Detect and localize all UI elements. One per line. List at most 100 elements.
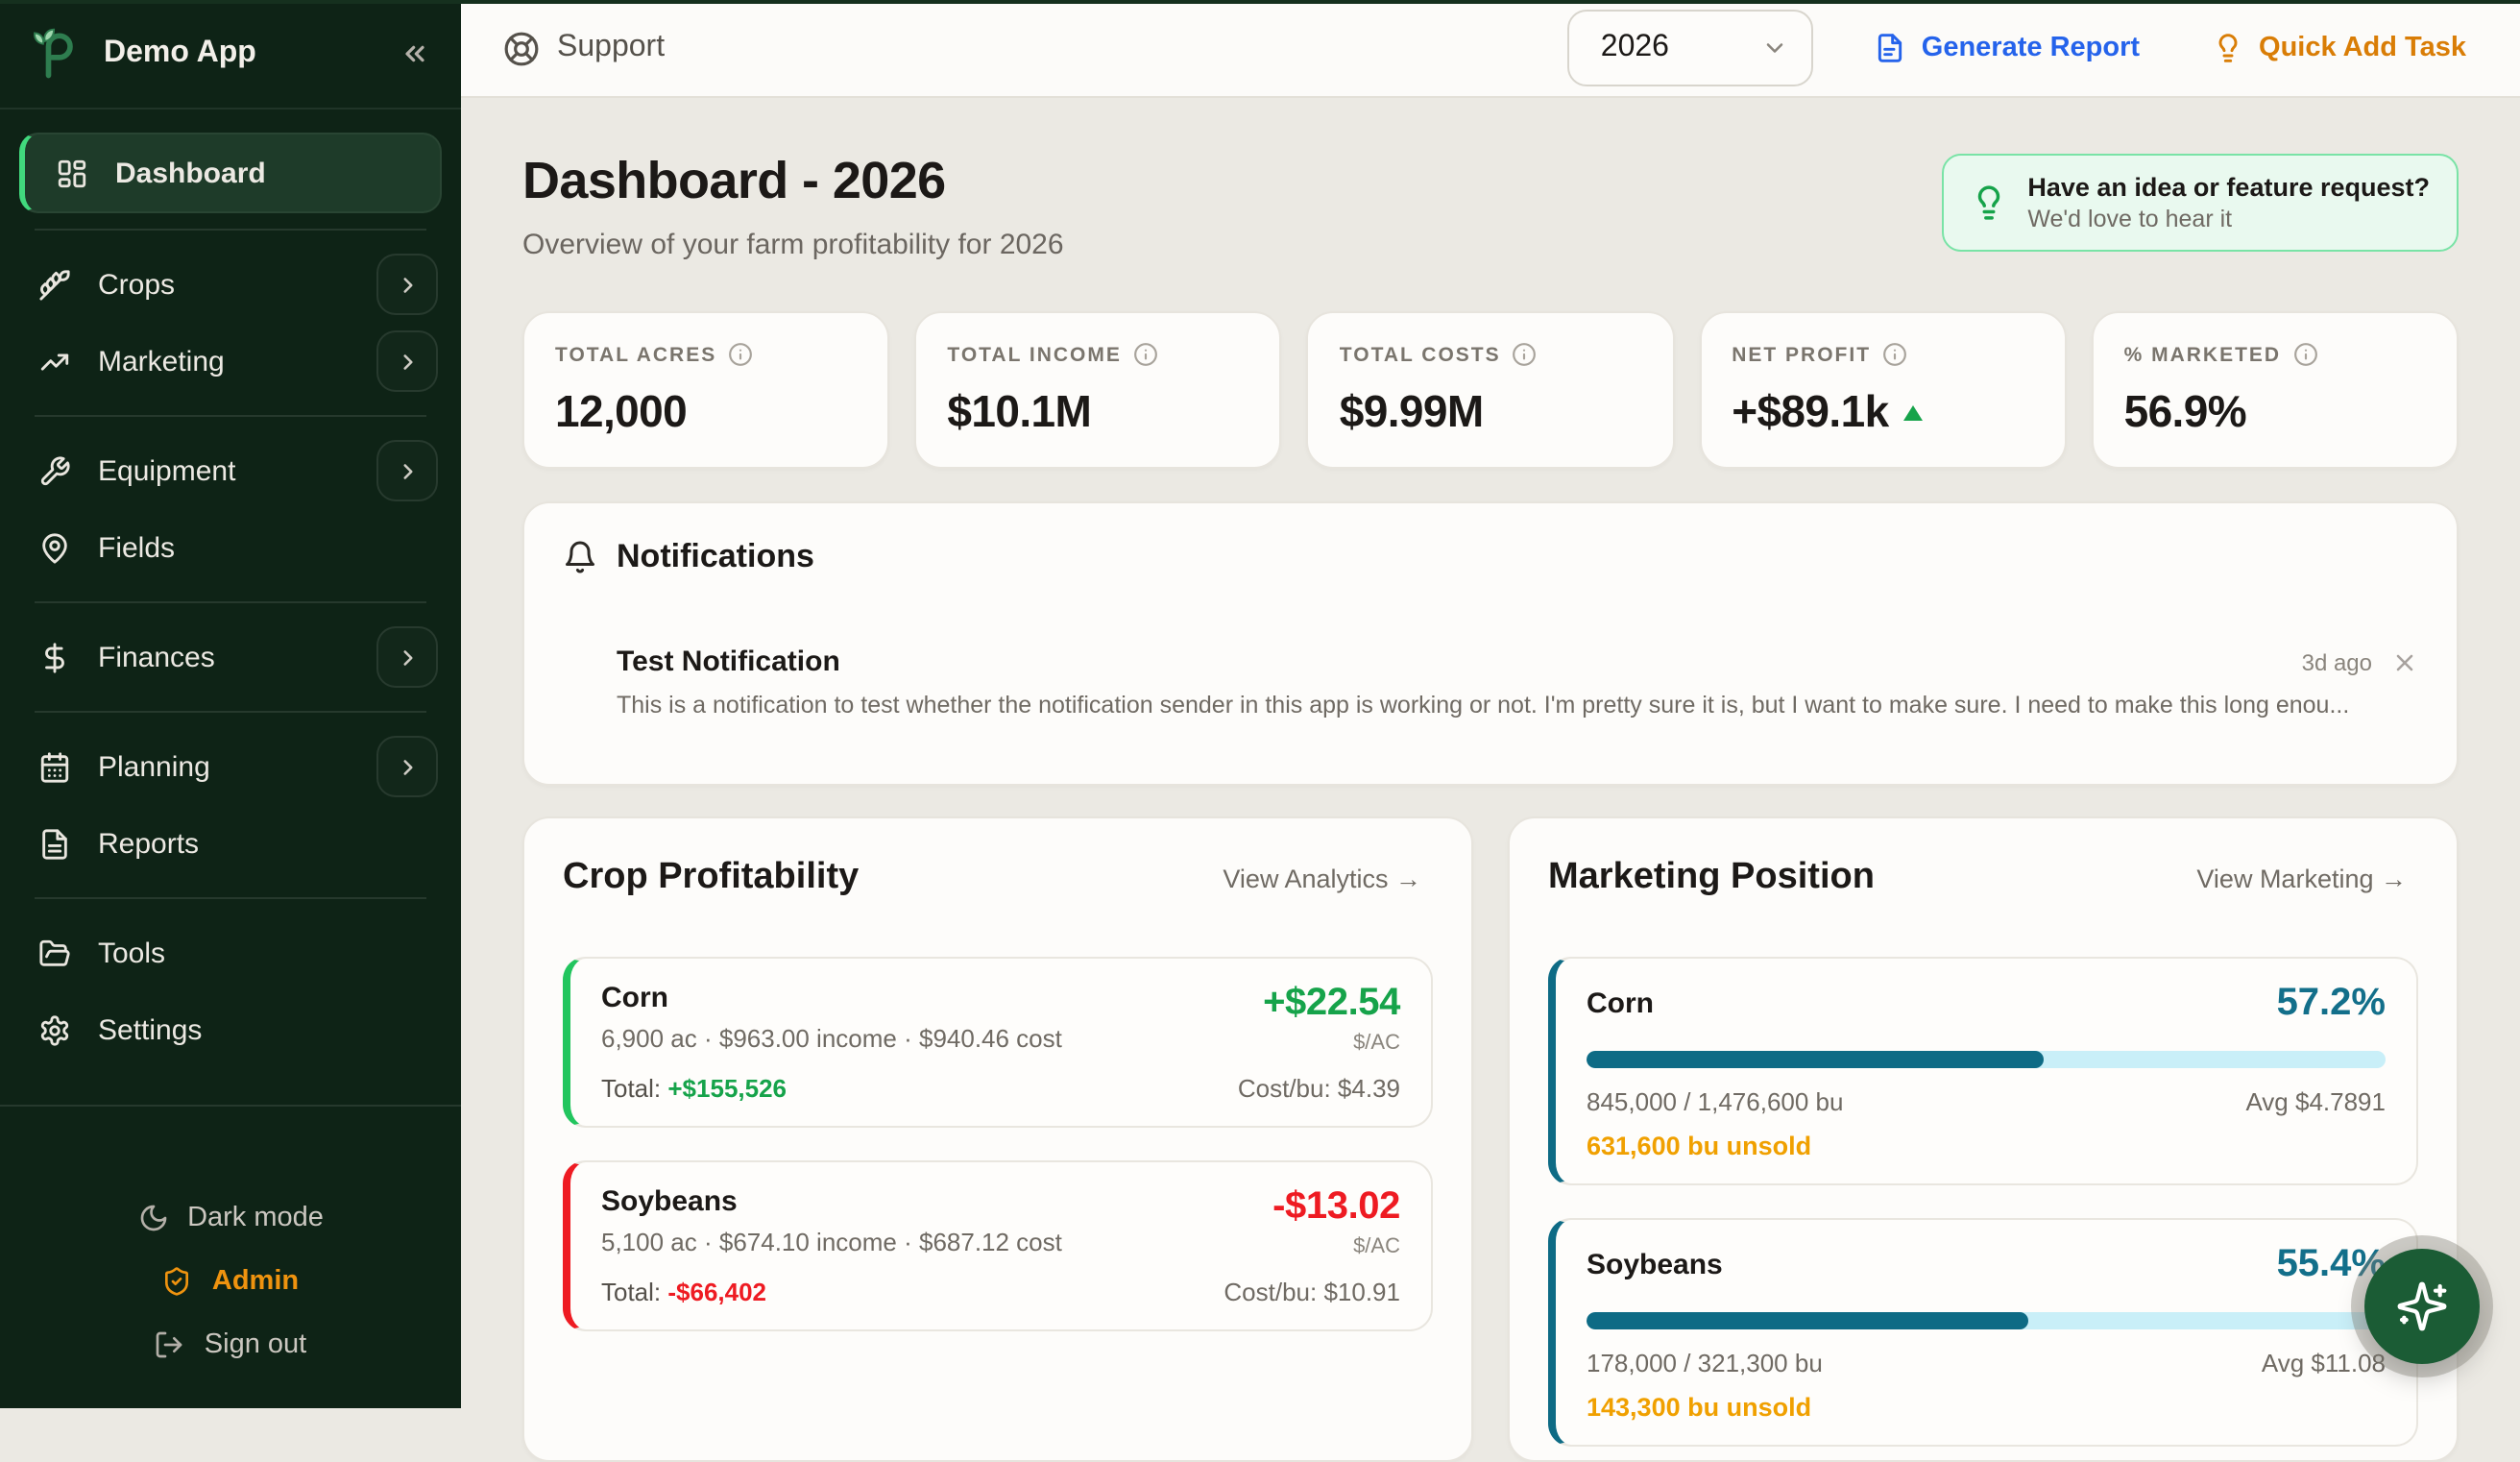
crop-name: Soybeans bbox=[601, 1185, 738, 1218]
notifications-panel: Notifications Test Notification 3d ago T… bbox=[522, 501, 2459, 786]
report-file-icon bbox=[1878, 34, 1902, 62]
window-top-edge bbox=[0, 0, 2520, 4]
marketed-progress-bar bbox=[1587, 1312, 2386, 1329]
chevrons-left-icon bbox=[405, 45, 424, 62]
view-analytics-link[interactable]: View Analytics → bbox=[1211, 862, 1433, 894]
wrench-icon bbox=[40, 455, 70, 485]
info-icon[interactable] bbox=[1882, 342, 1907, 367]
expand-finances-button[interactable] bbox=[376, 626, 438, 688]
stat-card-total-income: TOTAL INCOME $10.1M bbox=[914, 311, 1282, 469]
stat-label: TOTAL INCOME bbox=[947, 343, 1122, 366]
crop-details: 6,900 ac · $963.00 income · $940.46 cost bbox=[601, 1024, 1062, 1053]
info-icon[interactable] bbox=[2292, 342, 2317, 367]
page-header: Dashboard - 2026 Overview of your farm p… bbox=[522, 152, 2459, 261]
trend-up-icon bbox=[1903, 404, 1924, 420]
sidebar-item-label: Marketing bbox=[98, 345, 225, 378]
admin-link[interactable]: Admin bbox=[0, 1255, 461, 1306]
sign-out-button[interactable]: Sign out bbox=[0, 1318, 461, 1370]
crop-total: Total: -$66,402 bbox=[601, 1278, 767, 1306]
sidebar-item-label: Tools bbox=[98, 937, 166, 969]
crop-name: Corn bbox=[1587, 987, 1654, 1020]
feature-request-banner[interactable]: Have an idea or feature request? We'd lo… bbox=[1941, 154, 2459, 252]
quick-add-task-label: Quick Add Task bbox=[2259, 33, 2466, 63]
close-icon bbox=[2396, 653, 2413, 670]
chevron-right-icon bbox=[402, 463, 412, 478]
main-area: Support 2026 Generate Report Quick Add T… bbox=[461, 0, 2520, 1462]
sign-out-label: Sign out bbox=[204, 1328, 307, 1359]
expand-marketing-button[interactable] bbox=[376, 330, 438, 392]
calendar-icon bbox=[40, 751, 69, 782]
notifications-title: Notifications bbox=[617, 538, 814, 574]
percent-marketed: 57.2% bbox=[2276, 982, 2386, 1024]
sidebar-item-label: Settings bbox=[98, 1013, 203, 1046]
page-title: Dashboard - 2026 bbox=[522, 152, 946, 209]
per-acre-unit: $/AC bbox=[1353, 1235, 1400, 1258]
trending-up-icon bbox=[40, 353, 69, 370]
crop-row-soybeans[interactable]: Soybeans 5,100 ac · $674.10 income · $68… bbox=[563, 1160, 1433, 1331]
stat-label: NET PROFIT bbox=[1732, 343, 1872, 366]
lightbulb-icon bbox=[2218, 34, 2238, 62]
expand-equipment-button[interactable] bbox=[376, 440, 438, 501]
info-icon[interactable] bbox=[1513, 342, 1538, 367]
sidebar-item-reports[interactable]: Reports bbox=[0, 805, 461, 882]
crop-row-corn[interactable]: Corn 6,900 ac · $963.00 income · $940.46… bbox=[563, 957, 1433, 1128]
info-icon[interactable] bbox=[1133, 342, 1158, 367]
view-marketing-link[interactable]: View Marketing → bbox=[2185, 862, 2418, 894]
gear-icon bbox=[40, 1014, 69, 1045]
sidebar-divider bbox=[35, 229, 426, 231]
info-icon[interactable] bbox=[728, 342, 753, 367]
chevron-right-icon bbox=[402, 277, 412, 292]
sidebar-item-equipment[interactable]: Equipment bbox=[0, 432, 461, 509]
expand-crops-button[interactable] bbox=[376, 254, 438, 315]
support-link[interactable]: Support bbox=[503, 30, 665, 66]
admin-label: Admin bbox=[211, 1265, 300, 1296]
generate-report-button[interactable]: Generate Report bbox=[1864, 31, 2151, 65]
app-name: Demo App bbox=[104, 37, 256, 69]
sidebar-footer: Dark mode Admin Sign out bbox=[0, 1105, 461, 1408]
chevron-right-icon bbox=[402, 353, 412, 369]
crop-total-value: -$66,402 bbox=[667, 1278, 767, 1306]
expand-planning-button[interactable] bbox=[376, 736, 438, 797]
ai-assistant-fab[interactable] bbox=[2364, 1249, 2480, 1364]
notification-timestamp: 3d ago bbox=[2301, 648, 2372, 675]
sidebar-collapse-button[interactable] bbox=[396, 35, 434, 73]
sidebar-item-settings[interactable]: Settings bbox=[0, 991, 461, 1068]
lightbulb-icon bbox=[1977, 185, 1999, 220]
sidebar-item-label: Finances bbox=[98, 641, 215, 673]
file-text-icon bbox=[42, 828, 67, 859]
sidebar-item-label: Reports bbox=[98, 827, 200, 860]
crop-profitability-title: Crop Profitability bbox=[563, 857, 860, 897]
crop-name: Soybeans bbox=[1587, 1249, 1723, 1281]
shield-check-icon bbox=[165, 1266, 189, 1295]
progress-fill bbox=[1587, 1051, 2044, 1068]
notification-title: Test Notification bbox=[617, 646, 840, 678]
marketing-row-soybeans[interactable]: Soybeans 55.4% 178,000 / 321,300 bu Avg … bbox=[1548, 1218, 2418, 1447]
crop-total: Total: +$155,526 bbox=[601, 1074, 788, 1103]
dismiss-notification-button[interactable] bbox=[2391, 648, 2418, 675]
sidebar-item-fields[interactable]: Fields bbox=[0, 509, 461, 586]
crop-details: 5,100 ac · $674.10 income · $687.12 cost bbox=[601, 1228, 1062, 1256]
dark-mode-toggle[interactable]: Dark mode bbox=[0, 1191, 461, 1243]
sidebar-item-tools[interactable]: Tools bbox=[0, 914, 461, 991]
support-label: Support bbox=[557, 31, 666, 63]
log-out-icon bbox=[157, 1330, 183, 1357]
sidebar-item-marketing[interactable]: Marketing bbox=[0, 323, 461, 400]
bell-icon bbox=[566, 541, 594, 573]
sidebar-item-dashboard[interactable]: Dashboard bbox=[19, 133, 442, 213]
dollar-sign-icon bbox=[45, 642, 64, 672]
banner-title: Have an idea or feature request? bbox=[2027, 173, 2430, 202]
year-select[interactable]: 2026 bbox=[1567, 10, 1814, 86]
crop-name: Corn bbox=[601, 982, 668, 1014]
sidebar-item-finances[interactable]: Finances bbox=[0, 619, 461, 695]
sidebar-nav: Dashboard Crops Marketing Equipment bbox=[0, 110, 461, 1105]
sidebar-divider bbox=[35, 601, 426, 603]
stat-card-percent-marketed: % MARKETED 56.9% bbox=[2091, 311, 2459, 469]
quick-add-task-button[interactable]: Quick Add Task bbox=[2201, 31, 2478, 65]
sidebar-item-planning[interactable]: Planning bbox=[0, 728, 461, 805]
sidebar: Demo App Dashboard Crops Marketing bbox=[0, 0, 461, 1408]
marketing-row-corn[interactable]: Corn 57.2% 845,000 / 1,476,600 bu Avg $4… bbox=[1548, 957, 2418, 1185]
stat-value: 12,000 bbox=[555, 386, 688, 436]
dashboard-content: Dashboard - 2026 Overview of your farm p… bbox=[461, 98, 2520, 1462]
sidebar-item-crops[interactable]: Crops bbox=[0, 246, 461, 323]
notification-body: This is a notification to test whether t… bbox=[617, 692, 2350, 719]
